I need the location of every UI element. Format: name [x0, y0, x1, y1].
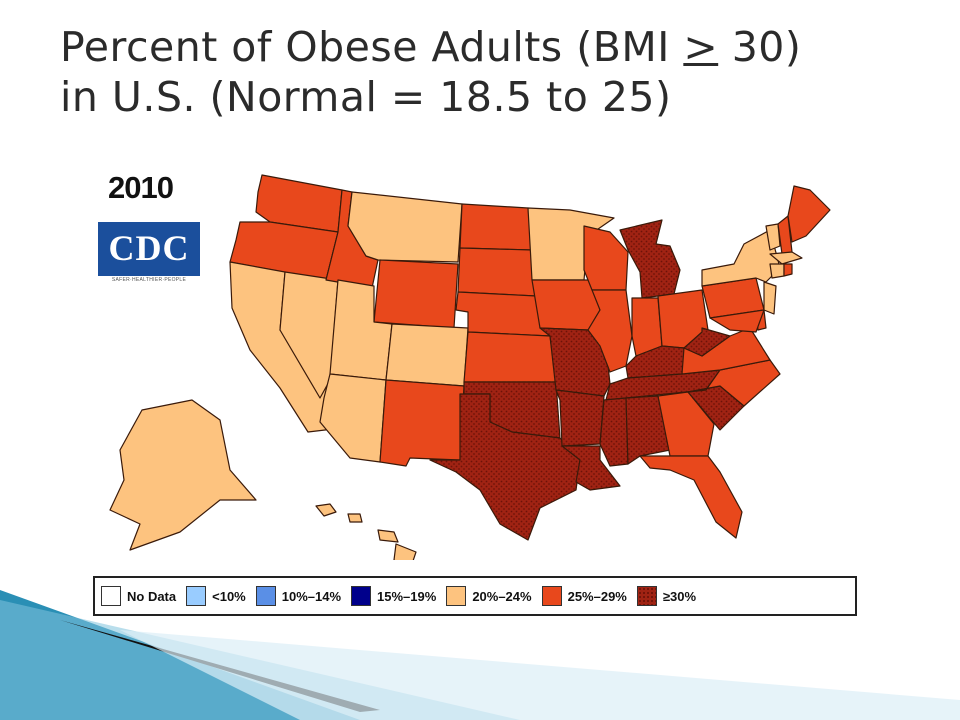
legend-item: 25%–29%	[541, 586, 627, 606]
legend-label: 20%–24%	[472, 588, 532, 604]
ge-symbol: >	[683, 23, 719, 71]
state-wv	[683, 327, 731, 357]
legend-label: 25%–29%	[567, 588, 627, 604]
state-ks	[463, 331, 557, 383]
state-wy	[373, 259, 459, 329]
state-ga	[657, 391, 715, 457]
state-az	[319, 373, 387, 463]
legend-label: 10%–14%	[281, 588, 342, 604]
year-label: 2010	[108, 170, 174, 205]
deco-pale-band	[120, 630, 960, 720]
map-legend: No Data <10% 10%–14% 15%–19% 20%–24% 25%–29% ≥…	[93, 576, 857, 616]
state-sd	[457, 247, 537, 297]
state-mi	[619, 219, 681, 299]
cdc-logo-tagline: SAFER·HEALTHIER·PEOPLE	[111, 277, 187, 283]
cdc-logo-text: CDC	[108, 228, 190, 268]
state-fl	[639, 455, 743, 539]
legend-swatch	[351, 586, 372, 606]
us-obesity-map	[109, 174, 831, 560]
state-ia	[531, 279, 601, 331]
legend-label: No Data	[127, 588, 177, 604]
state-co	[385, 323, 469, 387]
state-il	[587, 289, 633, 373]
legend-swatch	[541, 586, 562, 606]
title-text-end: 30)	[718, 23, 802, 71]
legend-item: 10%–14%	[255, 586, 342, 606]
state-ak	[109, 399, 257, 551]
state-tx	[429, 393, 581, 541]
legend-item: ≥30%	[636, 586, 697, 606]
state-mt	[347, 191, 463, 263]
state-ar	[555, 389, 605, 447]
legend-item: <10%	[186, 586, 246, 606]
legend-item: No Data	[101, 586, 176, 606]
state-me	[787, 185, 831, 243]
legend-swatch	[186, 586, 207, 606]
state-hi	[315, 503, 417, 560]
state-wi	[583, 225, 629, 291]
title-line-1: Percent of Obese Adults (BMI > 30)	[60, 22, 940, 72]
cdc-logo: CDC SAFER·HEALTHIER·PEOPLE	[98, 222, 200, 284]
state-la	[561, 445, 621, 491]
legend-swatch	[255, 586, 276, 606]
legend-swatch	[636, 586, 657, 606]
state-ms	[599, 397, 629, 467]
legend-label: 15%–19%	[377, 588, 437, 604]
legend-item: 15%–19%	[351, 586, 436, 606]
legend-label: ≥30%	[662, 588, 697, 604]
state-md	[709, 309, 765, 333]
state-ma	[769, 251, 803, 265]
legend-item: 20%–24%	[446, 586, 532, 606]
state-al	[625, 395, 671, 465]
state-nd	[459, 203, 533, 251]
cdc-logo-box	[98, 222, 200, 276]
legend-swatch	[446, 586, 467, 606]
slide-title: Percent of Obese Adults (BMI > 30) in U.…	[60, 22, 940, 122]
title-line-2: in U.S. (Normal = 18.5 to 25)	[60, 73, 672, 121]
state-vt	[765, 223, 781, 251]
state-nj	[763, 281, 777, 315]
state-ri	[783, 263, 793, 277]
state-ct	[769, 263, 785, 279]
state-nm	[379, 379, 465, 467]
legend-label: <10%	[212, 588, 246, 604]
legend-swatch	[101, 586, 121, 606]
slide-corner-decoration	[0, 590, 960, 720]
title-text: Percent of Obese Adults (BMI	[60, 23, 684, 71]
